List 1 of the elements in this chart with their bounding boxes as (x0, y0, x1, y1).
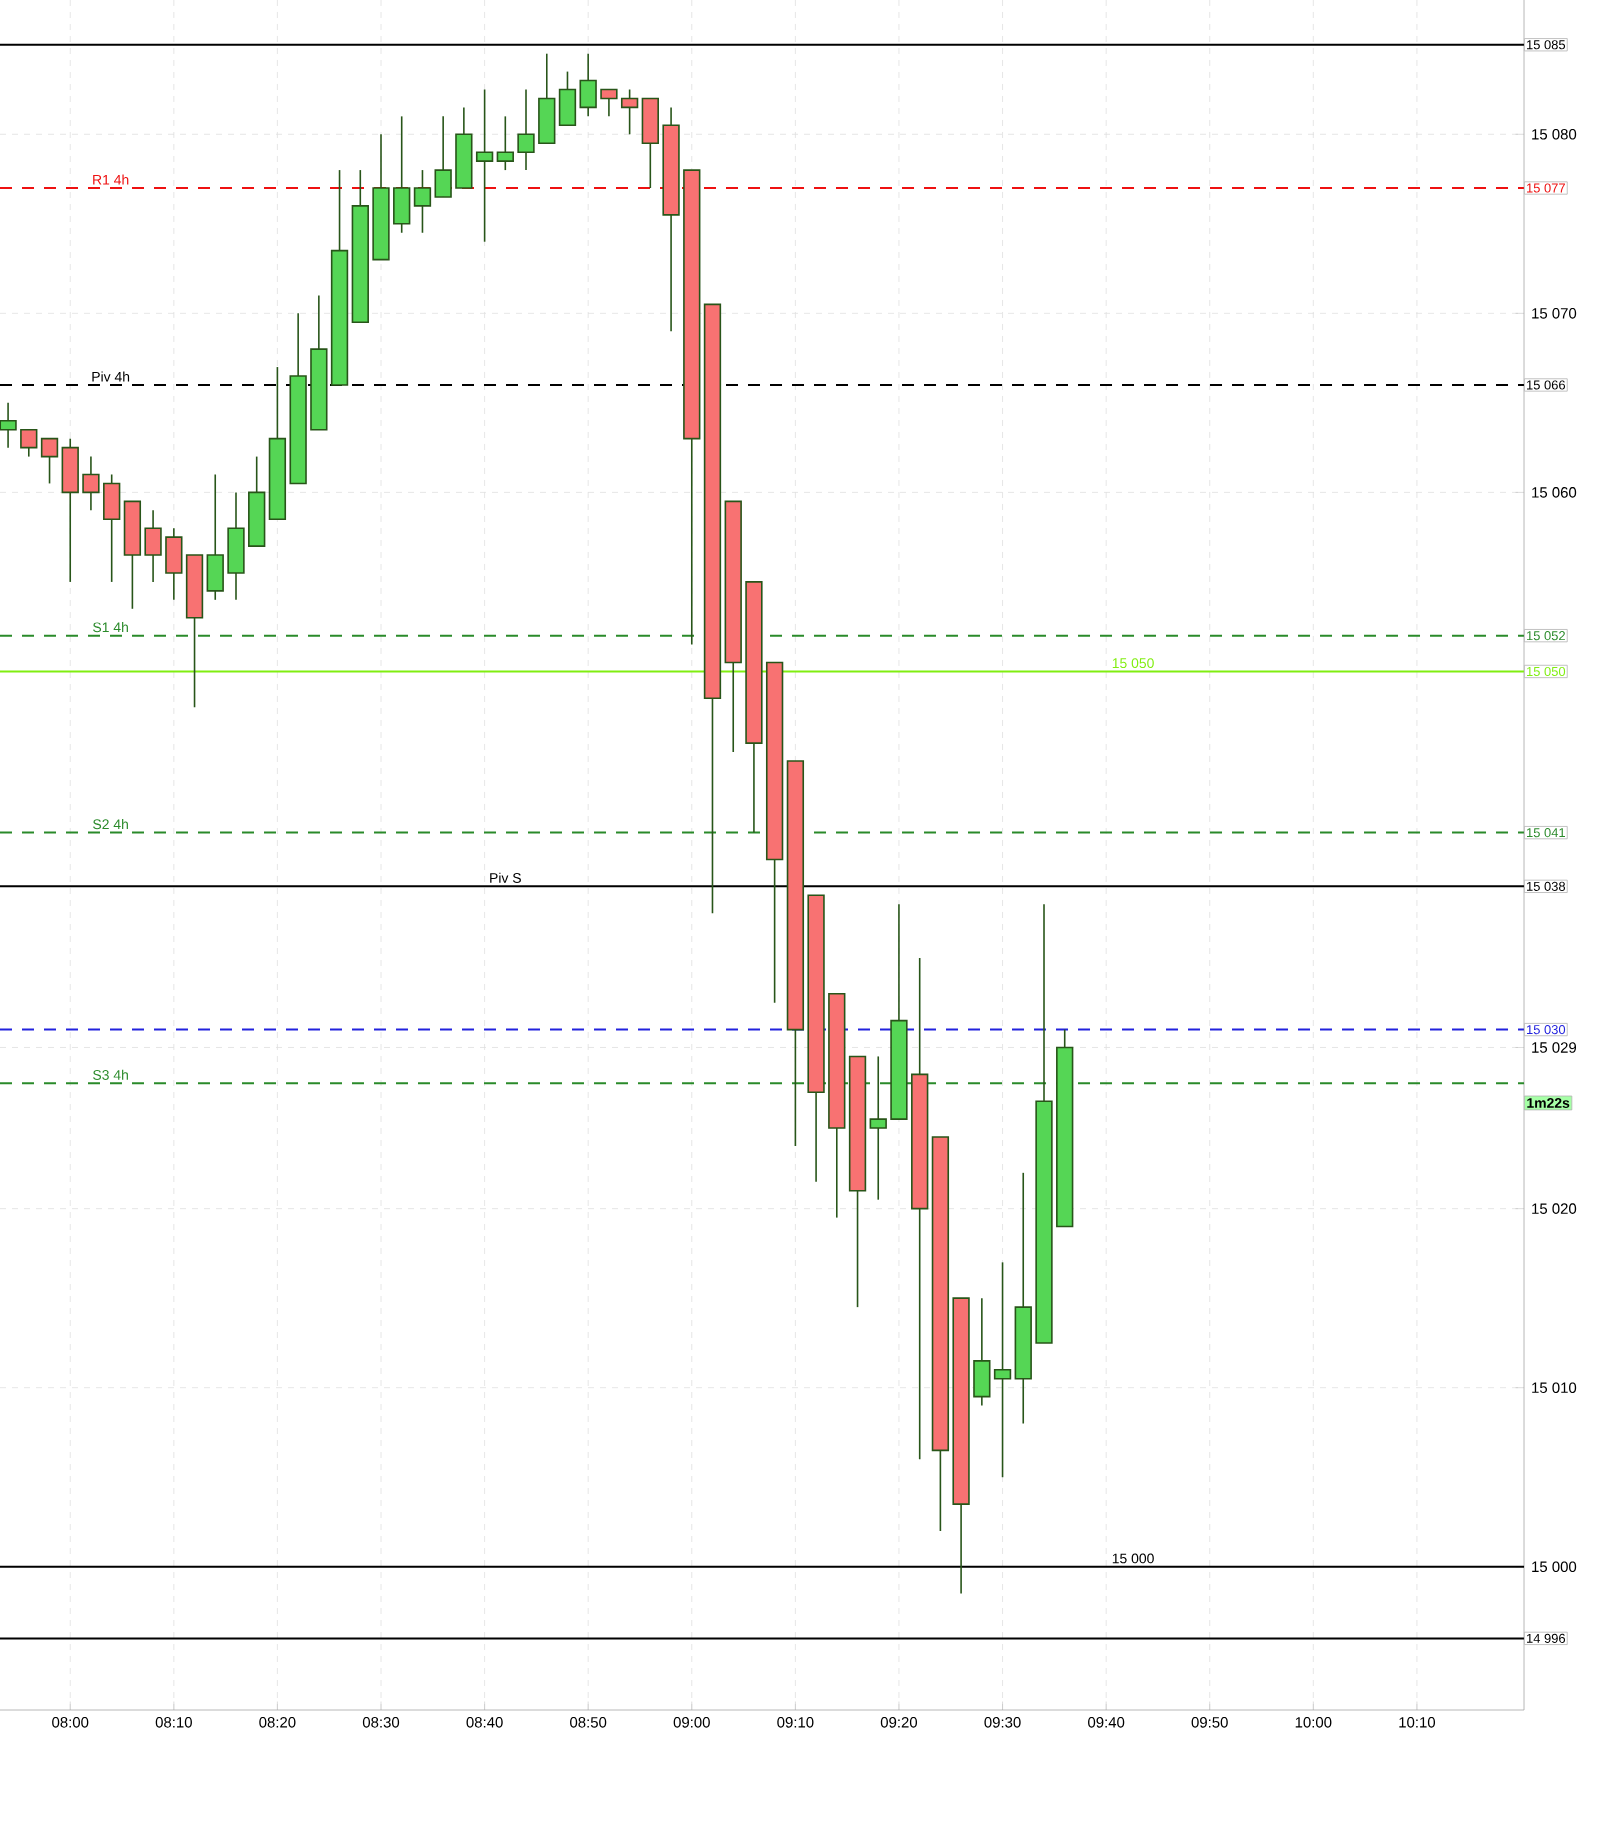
candlestick (40, 437, 59, 485)
